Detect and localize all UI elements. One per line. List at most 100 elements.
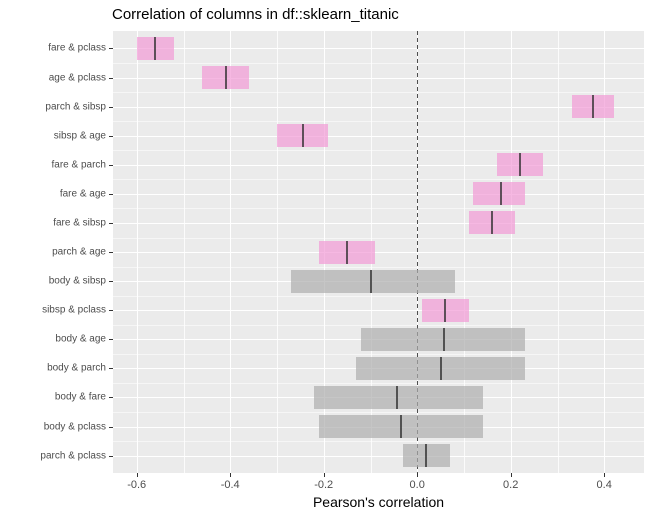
y-tick-mark: [109, 77, 113, 79]
y-tick-mark: [109, 252, 113, 253]
crossbar-row: [319, 415, 483, 438]
major-gridline-horizontal: [113, 48, 644, 50]
major-gridline-horizontal: [113, 106, 644, 108]
x-tick-mark: [417, 473, 419, 477]
crossbar-center-line: [346, 240, 349, 264]
minor-gridline-horizontal: [113, 382, 644, 384]
minor-gridline-horizontal: [113, 121, 644, 123]
crossbar-row: [277, 124, 329, 148]
y-tick-mark: [109, 48, 113, 50]
y-tick-label: parch & pclass: [40, 450, 106, 462]
crossbar-row: [356, 356, 525, 380]
y-tick-label: sibsp & age: [53, 130, 106, 142]
crossbar-center-line: [490, 211, 493, 235]
crossbar-center-line: [154, 36, 157, 60]
major-gridline-horizontal: [113, 135, 644, 137]
y-tick-mark: [109, 397, 113, 399]
y-tick-label: fare & parch: [51, 159, 106, 171]
crossbar-center-line: [369, 269, 372, 293]
crossbar-row: [496, 153, 544, 177]
minor-gridline-horizontal: [113, 411, 644, 413]
crossbar-center-line: [400, 415, 403, 438]
crossbar-center-line: [224, 66, 227, 89]
minor-gridline-horizontal: [113, 150, 644, 152]
y-tick-label: body & pclass: [43, 421, 106, 432]
crossbar-center-line: [439, 356, 442, 380]
minor-gridline-horizontal: [113, 324, 644, 326]
crossbar-center-line: [396, 385, 399, 409]
chart-title: Correlation of columns in df::sklearn_ti…: [112, 6, 399, 23]
major-gridline-horizontal: [113, 164, 644, 166]
minor-gridline-horizontal: [113, 266, 644, 268]
x-tick-label: -0.2: [314, 479, 334, 491]
minor-gridline-horizontal: [113, 237, 644, 239]
crossbar-row: [202, 66, 249, 89]
crossbar-center-line: [443, 327, 446, 351]
minor-gridline-horizontal: [113, 179, 644, 181]
crossbar-row: [403, 444, 450, 468]
y-tick-mark: [109, 426, 113, 428]
y-tick-mark: [109, 164, 113, 166]
y-tick-mark: [109, 310, 113, 312]
x-tick-label: 0.2: [503, 479, 519, 491]
y-tick-mark: [109, 339, 113, 341]
x-axis-title: Pearson's correlation: [312, 494, 445, 510]
minor-gridline-horizontal: [113, 92, 644, 94]
crossbar-center-line: [424, 444, 427, 468]
crossbar-row: [361, 327, 525, 351]
y-tick-mark: [109, 193, 113, 195]
crossbar-row: [291, 269, 455, 293]
crossbar-row: [473, 182, 525, 206]
y-tick-mark: [109, 281, 113, 283]
y-tick-label: fare & age: [59, 188, 106, 200]
major-gridline-horizontal: [113, 455, 644, 457]
major-gridline-horizontal: [113, 252, 644, 253]
x-tick-label: -0.6: [127, 479, 147, 491]
crossbar-center-line: [302, 124, 305, 148]
crossbar-center-line: [444, 298, 447, 322]
major-gridline-horizontal: [113, 310, 644, 312]
y-tick-label: fare & sibsp: [53, 217, 106, 229]
crossbar-row: [468, 211, 516, 235]
y-tick-label: sibsp & pclass: [42, 304, 106, 316]
x-tick-mark: [604, 473, 606, 477]
y-tick-mark: [109, 106, 113, 108]
x-tick-mark: [323, 473, 325, 477]
y-tick-mark: [109, 135, 113, 137]
x-tick-mark: [230, 473, 232, 477]
crossbar-center-line: [500, 182, 503, 206]
minor-gridline-horizontal: [113, 63, 644, 64]
crossbar-row: [136, 36, 175, 60]
plot-panel: [113, 31, 644, 473]
x-tick-label: 0.0: [409, 479, 425, 491]
y-tick-label: parch & sibsp: [45, 101, 106, 113]
x-tick-mark: [136, 473, 138, 477]
y-tick-mark: [109, 222, 113, 224]
x-tick-mark: [510, 473, 512, 477]
crossbar-row: [421, 298, 469, 322]
y-tick-label: body & sibsp: [48, 275, 106, 287]
crossbar-row: [319, 240, 376, 264]
x-tick-label: -0.4: [220, 479, 240, 491]
y-tick-label: body & fare: [54, 391, 106, 403]
y-tick-label: body & age: [55, 333, 106, 345]
y-tick-mark: [109, 368, 113, 370]
minor-gridline-horizontal: [113, 208, 644, 210]
y-tick-label: age & pclass: [48, 72, 106, 83]
minor-gridline-horizontal: [113, 353, 644, 355]
zero-reference-line: [417, 31, 419, 473]
y-tick-label: parch & age: [52, 246, 106, 258]
minor-gridline-horizontal: [113, 295, 644, 297]
major-gridline-horizontal: [113, 193, 644, 195]
x-tick-label: 0.4: [596, 479, 612, 491]
crossbar-row: [314, 385, 483, 409]
crossbar-center-line: [591, 95, 594, 119]
crossbar-row: [571, 95, 614, 119]
y-tick-mark: [109, 455, 113, 457]
minor-gridline-horizontal: [113, 441, 644, 442]
major-gridline-horizontal: [113, 77, 644, 79]
y-tick-label: body & parch: [47, 362, 106, 374]
major-gridline-horizontal: [113, 222, 644, 224]
y-tick-label: fare & pclass: [48, 42, 106, 54]
crossbar-center-line: [519, 153, 522, 177]
